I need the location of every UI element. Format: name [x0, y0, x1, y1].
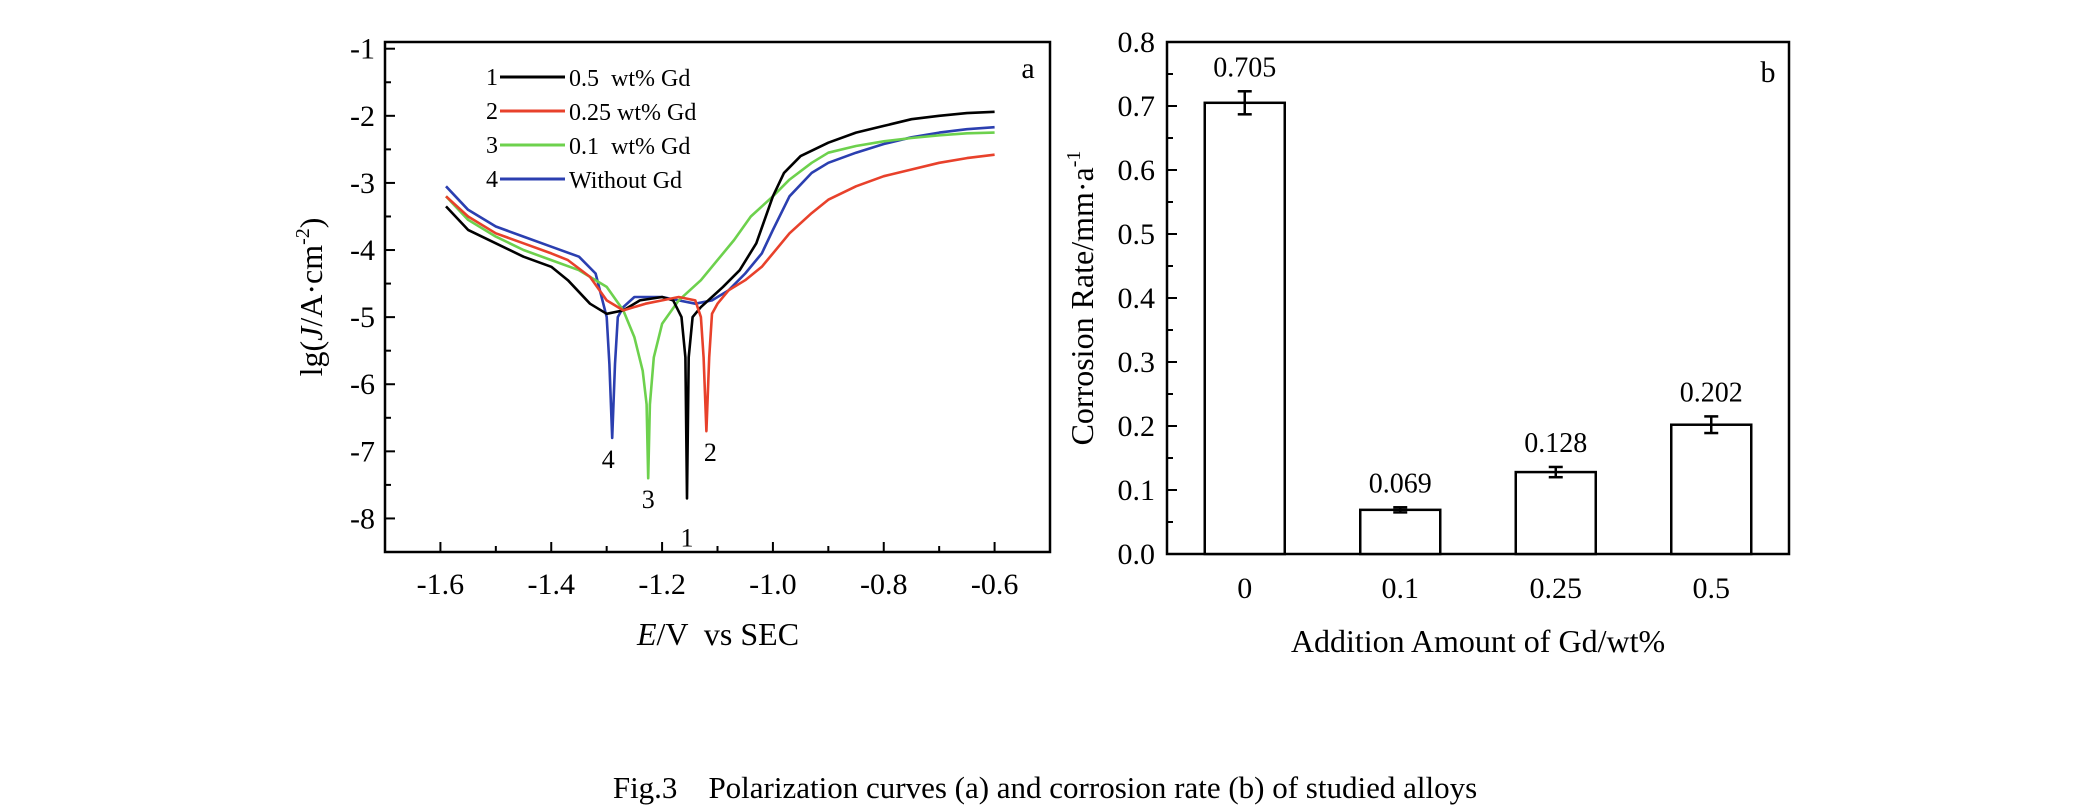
x-tick-label: -1.2: [638, 568, 686, 601]
bar-value-label: 0.202: [1680, 377, 1743, 408]
y-tick-label: -6: [350, 368, 375, 401]
legend-entry: 0.5 wt% Gd: [569, 66, 690, 92]
legend-entry: Without Gd: [569, 168, 682, 194]
axis-ticks-a: -1.6 -1.4 -1.2 -1.0 -0.8 -0.6 -1 -2 -3 -4 -5 -6 -7 -8: [350, 33, 1018, 601]
x-tick-label: -1.0: [749, 568, 797, 601]
x-tick-label: 0: [1237, 572, 1252, 605]
y-axis-label-a: lg(J/A·cm-2): [292, 218, 329, 377]
panel-label-a: a: [1021, 52, 1034, 85]
y-tick-label: 0.5: [1118, 218, 1156, 251]
curve-annotations: 1 2 34: [602, 438, 717, 552]
legend-number: 4: [486, 167, 498, 193]
x-tick-label: 0.5: [1693, 572, 1731, 605]
legend-entry: 0.25 wt% Gd: [569, 100, 696, 126]
bar-0: [1203, 101, 1286, 556]
polarization-chart: -1.6 -1.4 -1.2 -1.0 -0.8 -0.6 -1 -2 -3 -4 -5 -6 -7 -8…: [292, 33, 1052, 652]
y-tick-label: -4: [350, 234, 375, 267]
y-tick-label: 0.3: [1118, 346, 1156, 379]
y-tick-label: 0.6: [1118, 154, 1156, 187]
x-tick-label: 0.25: [1530, 572, 1583, 605]
panel-label-b: b: [1761, 56, 1776, 89]
curve-series-3: [445, 131, 995, 480]
corrosion-rate-bars: 0.705 0.069 0.128 0.202: [1203, 52, 1753, 556]
x-tick-label: -1.4: [528, 568, 576, 601]
y-axis-label-b: Corrosion Rate/mm·a-1: [1063, 151, 1100, 446]
x-tick-label: -1.6: [417, 568, 465, 601]
y-tick-label: 0.2: [1118, 410, 1156, 443]
bar-value-label: 0.069: [1369, 468, 1432, 499]
legend-number: 3: [486, 133, 498, 159]
y-tick-label: -3: [350, 167, 375, 200]
y-tick-label: -7: [350, 435, 375, 468]
corrosion-rate-chart: 0.0 0.1 0.2 0.3 0.4 0.5 0.6 0.7 0.8 0 0.1 0.25 0.5 0…: [1063, 26, 1791, 659]
polarization-curves: [445, 110, 995, 500]
legend-number: 1: [486, 65, 498, 91]
bar-0.1: [1359, 508, 1442, 556]
y-tick-label: -8: [350, 502, 375, 535]
curve-label-1: 1: [681, 523, 694, 552]
y-tick-label: 0.7: [1118, 90, 1156, 123]
y-tick-label: 0.0: [1118, 538, 1156, 571]
curve-label-3: 3: [642, 485, 655, 514]
x-tick-label: -0.6: [971, 568, 1019, 601]
caption-label: Fig.3: [612, 770, 678, 805]
bar-0.25: [1514, 470, 1597, 556]
y-tick-label: 0.1: [1118, 474, 1156, 507]
legend-a: 1 0.5 wt% Gd 2 0.25 wt% Gd 3 0.1 wt% Gd 4 Witho…: [486, 65, 696, 194]
curve-label-4: 4: [602, 445, 615, 474]
curve-label-2: 2: [704, 438, 717, 467]
figure-caption: Fig.3 Polarization curves (a) and corros…: [0, 770, 2090, 806]
x-tick-label: 0.1: [1382, 572, 1420, 605]
bar-value-label: 0.705: [1213, 52, 1276, 83]
axis-ticks-b: 0.0 0.1 0.2 0.3 0.4 0.5 0.6 0.7 0.8 0 0.1 0.25 0.5: [1118, 26, 1731, 605]
y-tick-label: -5: [350, 301, 375, 334]
legend-number: 2: [486, 99, 498, 125]
y-tick-label: -2: [350, 100, 375, 133]
y-tick-label: 0.8: [1118, 26, 1156, 59]
caption-text: Polarization curves (a) and corrosion ra…: [708, 770, 1478, 805]
curve-series-1: [445, 110, 995, 500]
curve-series-2: [445, 153, 995, 433]
bar-value-label: 0.128: [1524, 428, 1587, 459]
x-tick-label: -0.8: [860, 568, 908, 601]
curve-series-4: [445, 125, 995, 440]
x-axis-label-a: E/V vs SEC: [636, 616, 799, 652]
x-axis-label-b: Addition Amount of Gd/wt%: [1291, 623, 1665, 659]
y-tick-label: -1: [350, 33, 375, 66]
y-tick-label: 0.4: [1118, 282, 1156, 315]
legend-entry: 0.1 wt% Gd: [569, 134, 690, 160]
bar-0.5: [1670, 423, 1753, 556]
